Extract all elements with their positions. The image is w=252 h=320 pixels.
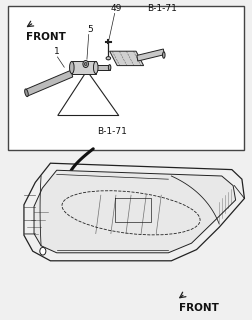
Ellipse shape bbox=[83, 60, 88, 68]
Polygon shape bbox=[34, 170, 236, 253]
Circle shape bbox=[40, 247, 46, 255]
Polygon shape bbox=[72, 61, 96, 74]
Bar bbox=[8, 6, 244, 150]
Text: 5: 5 bbox=[87, 25, 93, 34]
Text: B-1-71: B-1-71 bbox=[97, 127, 127, 136]
Polygon shape bbox=[24, 163, 244, 261]
Ellipse shape bbox=[93, 61, 98, 74]
Text: B-1-71: B-1-71 bbox=[147, 4, 177, 13]
Ellipse shape bbox=[106, 57, 111, 60]
Polygon shape bbox=[137, 49, 164, 61]
Text: 49: 49 bbox=[111, 4, 122, 13]
Text: 1: 1 bbox=[54, 47, 60, 56]
Text: FRONT: FRONT bbox=[26, 32, 66, 42]
Polygon shape bbox=[26, 70, 73, 96]
Ellipse shape bbox=[84, 62, 87, 66]
Text: FRONT: FRONT bbox=[179, 303, 219, 313]
Ellipse shape bbox=[108, 65, 111, 70]
Ellipse shape bbox=[70, 61, 74, 74]
Polygon shape bbox=[96, 65, 110, 70]
Polygon shape bbox=[110, 51, 144, 66]
Ellipse shape bbox=[25, 89, 28, 97]
Ellipse shape bbox=[163, 52, 165, 58]
